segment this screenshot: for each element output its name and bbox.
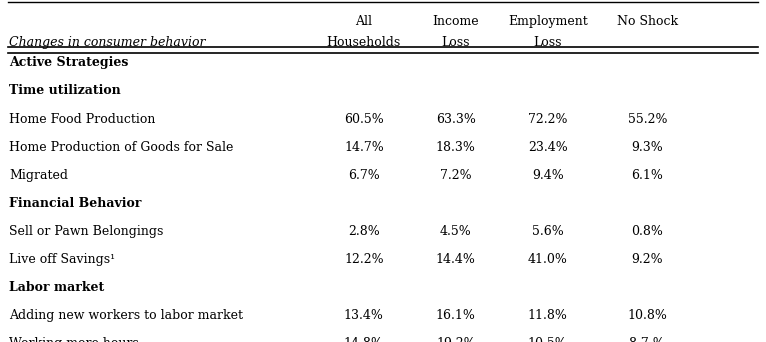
Text: Loss: Loss <box>441 36 470 49</box>
Text: 9.4%: 9.4% <box>532 169 564 182</box>
Text: 0.8%: 0.8% <box>631 225 663 238</box>
Text: 14.4%: 14.4% <box>436 253 476 266</box>
Text: Working more hours: Working more hours <box>9 337 139 342</box>
Text: Changes in consumer behavior: Changes in consumer behavior <box>9 36 206 49</box>
Text: 14.8%: 14.8% <box>344 337 384 342</box>
Text: Migrated: Migrated <box>9 169 68 182</box>
Text: 9.3%: 9.3% <box>631 141 663 154</box>
Text: 9.2%: 9.2% <box>631 253 663 266</box>
Text: 14.7%: 14.7% <box>344 141 384 154</box>
Text: Time utilization: Time utilization <box>9 84 121 97</box>
Text: Labor market: Labor market <box>9 281 104 294</box>
Text: Sell or Pawn Belongings: Sell or Pawn Belongings <box>9 225 164 238</box>
Text: All: All <box>355 15 372 28</box>
Text: 11.8%: 11.8% <box>528 309 568 322</box>
Text: No Shock: No Shock <box>617 15 678 28</box>
Text: Home Food Production: Home Food Production <box>9 113 155 126</box>
Text: 6.7%: 6.7% <box>348 169 380 182</box>
Text: Live off Savings¹: Live off Savings¹ <box>9 253 116 266</box>
Text: Home Production of Goods for Sale: Home Production of Goods for Sale <box>9 141 234 154</box>
Text: 4.5%: 4.5% <box>440 225 472 238</box>
Text: Employment: Employment <box>508 15 588 28</box>
Text: 19.2%: 19.2% <box>436 337 476 342</box>
Text: Loss: Loss <box>533 36 562 49</box>
Text: 16.1%: 16.1% <box>436 309 476 322</box>
Text: 12.2%: 12.2% <box>344 253 384 266</box>
Text: Active Strategies: Active Strategies <box>9 56 129 69</box>
Text: 55.2%: 55.2% <box>627 113 667 126</box>
Text: 6.1%: 6.1% <box>631 169 663 182</box>
Text: 41.0%: 41.0% <box>528 253 568 266</box>
Text: 72.2%: 72.2% <box>528 113 568 126</box>
Text: 60.5%: 60.5% <box>344 113 384 126</box>
Text: 7.2%: 7.2% <box>440 169 472 182</box>
Text: 8.7 %: 8.7 % <box>630 337 665 342</box>
Text: 13.4%: 13.4% <box>344 309 384 322</box>
Text: 10.8%: 10.8% <box>627 309 667 322</box>
Text: Adding new workers to labor market: Adding new workers to labor market <box>9 309 243 322</box>
Text: 18.3%: 18.3% <box>436 141 476 154</box>
Text: 5.6%: 5.6% <box>532 225 564 238</box>
Text: 2.8%: 2.8% <box>348 225 380 238</box>
Text: 63.3%: 63.3% <box>436 113 476 126</box>
Text: Financial Behavior: Financial Behavior <box>9 197 142 210</box>
Text: Income: Income <box>433 15 479 28</box>
Text: 10.5%: 10.5% <box>528 337 568 342</box>
Text: Households: Households <box>327 36 401 49</box>
Text: 23.4%: 23.4% <box>528 141 568 154</box>
